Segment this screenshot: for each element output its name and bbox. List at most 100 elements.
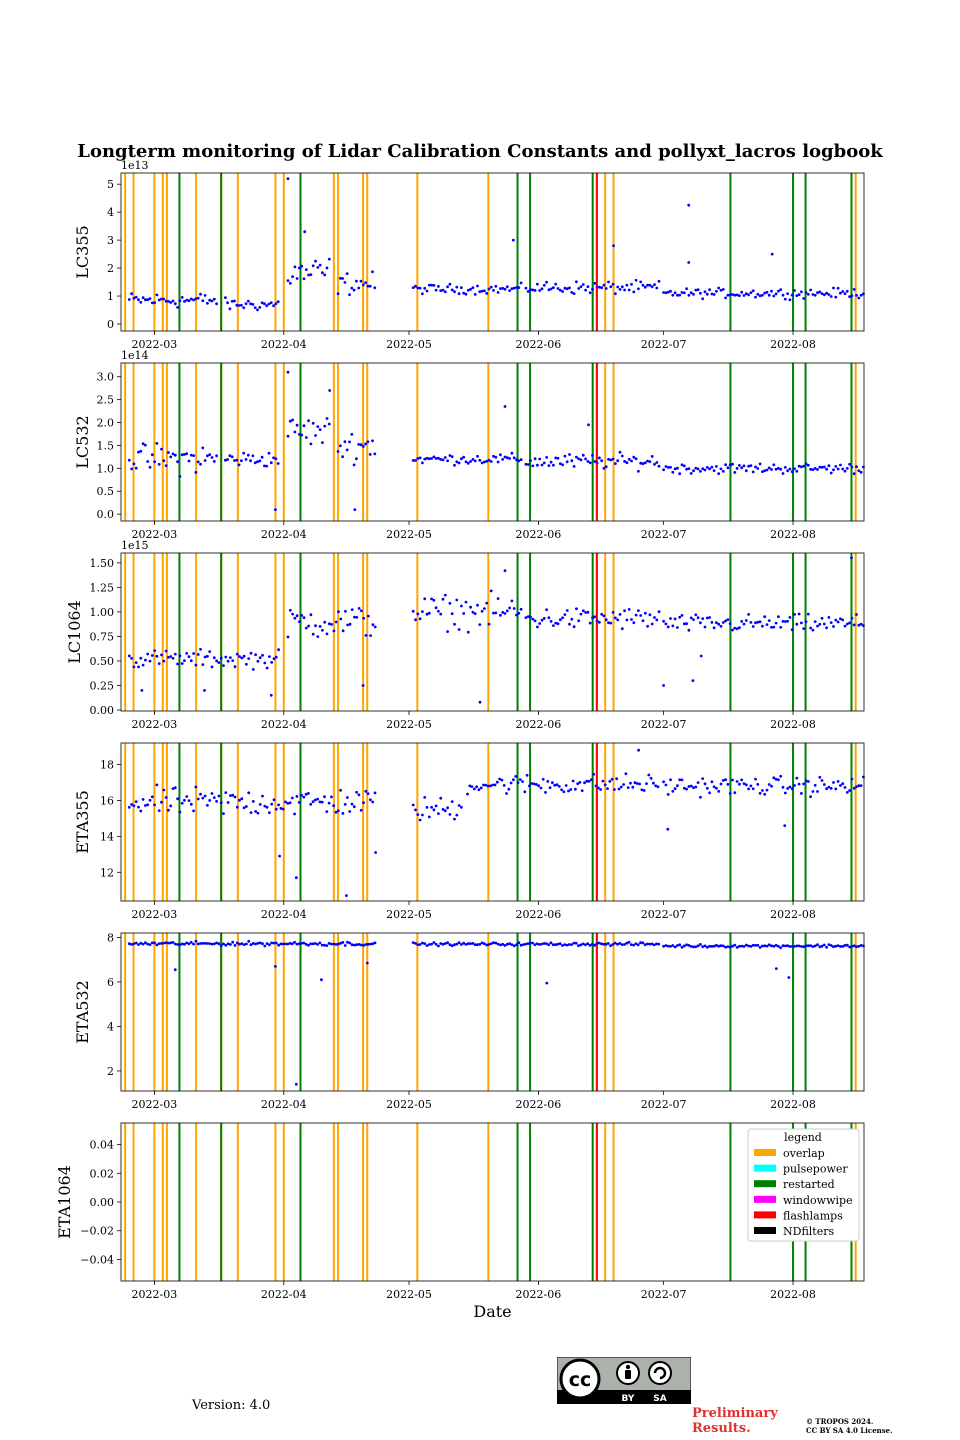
data-point — [673, 945, 677, 949]
y-tick-label: 3.0 — [97, 371, 115, 384]
data-point — [586, 285, 590, 288]
data-point — [588, 291, 592, 295]
data-point — [655, 942, 658, 946]
data-point — [687, 293, 691, 297]
data-point-outlier — [294, 876, 298, 880]
data-point — [772, 463, 776, 467]
data-point — [479, 786, 483, 790]
data-point — [682, 944, 686, 948]
data-point — [512, 944, 516, 948]
data-point — [189, 659, 193, 663]
data-point — [364, 442, 367, 446]
data-point-outlier — [286, 177, 290, 181]
data-point — [639, 461, 643, 465]
data-point — [829, 621, 833, 624]
data-point — [185, 795, 189, 798]
data-point — [434, 606, 438, 610]
data-point — [568, 453, 571, 456]
data-point — [494, 941, 498, 945]
data-point — [625, 618, 629, 622]
data-point — [208, 650, 212, 653]
data-point — [841, 290, 845, 293]
data-point — [318, 941, 322, 945]
data-point-outlier — [361, 684, 365, 687]
data-point — [692, 618, 695, 621]
data-point — [717, 622, 721, 626]
data-point — [450, 288, 454, 292]
panel-eta1064 — [117, 1122, 865, 1285]
data-point — [155, 654, 159, 658]
data-point — [267, 451, 271, 455]
data-point — [321, 628, 324, 632]
data-point — [302, 795, 306, 799]
x-tick-label: 2022-07 — [641, 908, 687, 921]
data-point — [749, 464, 753, 467]
data-point — [687, 944, 691, 947]
data-point — [530, 782, 534, 785]
data-point — [318, 263, 322, 267]
x-tick-label: 2022-05 — [386, 908, 432, 921]
data-point — [253, 461, 257, 465]
data-point — [848, 945, 851, 949]
y-axis-label: ETA532 — [73, 980, 92, 1044]
data-point — [464, 460, 468, 464]
data-point — [800, 945, 803, 948]
data-point — [485, 292, 489, 295]
data-point — [421, 461, 424, 465]
data-point — [215, 454, 219, 458]
data-point — [653, 462, 656, 466]
data-point — [492, 941, 495, 945]
data-point — [841, 618, 845, 622]
data-point — [793, 467, 796, 471]
data-point — [210, 942, 214, 946]
data-point — [327, 801, 331, 805]
data-point — [416, 813, 420, 816]
data-point — [666, 290, 670, 294]
data-point — [480, 609, 484, 613]
data-point — [295, 614, 299, 618]
data-point — [617, 787, 621, 791]
y-axis-label: LC355 — [73, 225, 92, 278]
data-point — [839, 945, 842, 948]
data-point — [639, 614, 643, 617]
data-point — [460, 805, 463, 809]
x-tick-label: 2022-07 — [641, 338, 687, 351]
data-point — [321, 441, 324, 444]
data-point — [542, 942, 546, 945]
data-point — [327, 942, 331, 945]
data-point — [751, 470, 755, 474]
data-point — [240, 459, 243, 463]
data-point — [194, 297, 198, 301]
data-point — [293, 812, 296, 816]
data-point — [602, 466, 606, 470]
data-point — [767, 293, 771, 297]
data-point — [662, 291, 665, 294]
data-point — [596, 786, 600, 790]
data-point — [591, 287, 594, 291]
data-point — [708, 791, 711, 795]
data-point — [735, 946, 739, 949]
data-point — [235, 458, 239, 462]
data-point — [733, 943, 737, 947]
data-point — [217, 794, 221, 798]
data-point — [176, 662, 180, 666]
data-point — [591, 454, 594, 457]
data-point — [462, 455, 466, 459]
data-point — [850, 294, 854, 298]
data-point — [364, 789, 368, 793]
y-axis-label: ETA1064 — [55, 1165, 74, 1239]
data-point — [309, 942, 313, 946]
data-point — [180, 453, 184, 457]
data-point — [825, 291, 828, 295]
data-point — [692, 292, 695, 296]
data-point — [664, 944, 668, 947]
data-point-outlier — [545, 981, 549, 985]
data-point — [710, 465, 714, 469]
data-point — [772, 294, 776, 298]
data-point — [671, 470, 675, 474]
data-point — [337, 610, 340, 614]
data-point — [740, 620, 744, 623]
data-point — [724, 778, 727, 782]
legend-swatch-restarted — [754, 1180, 776, 1188]
data-point — [552, 286, 555, 289]
